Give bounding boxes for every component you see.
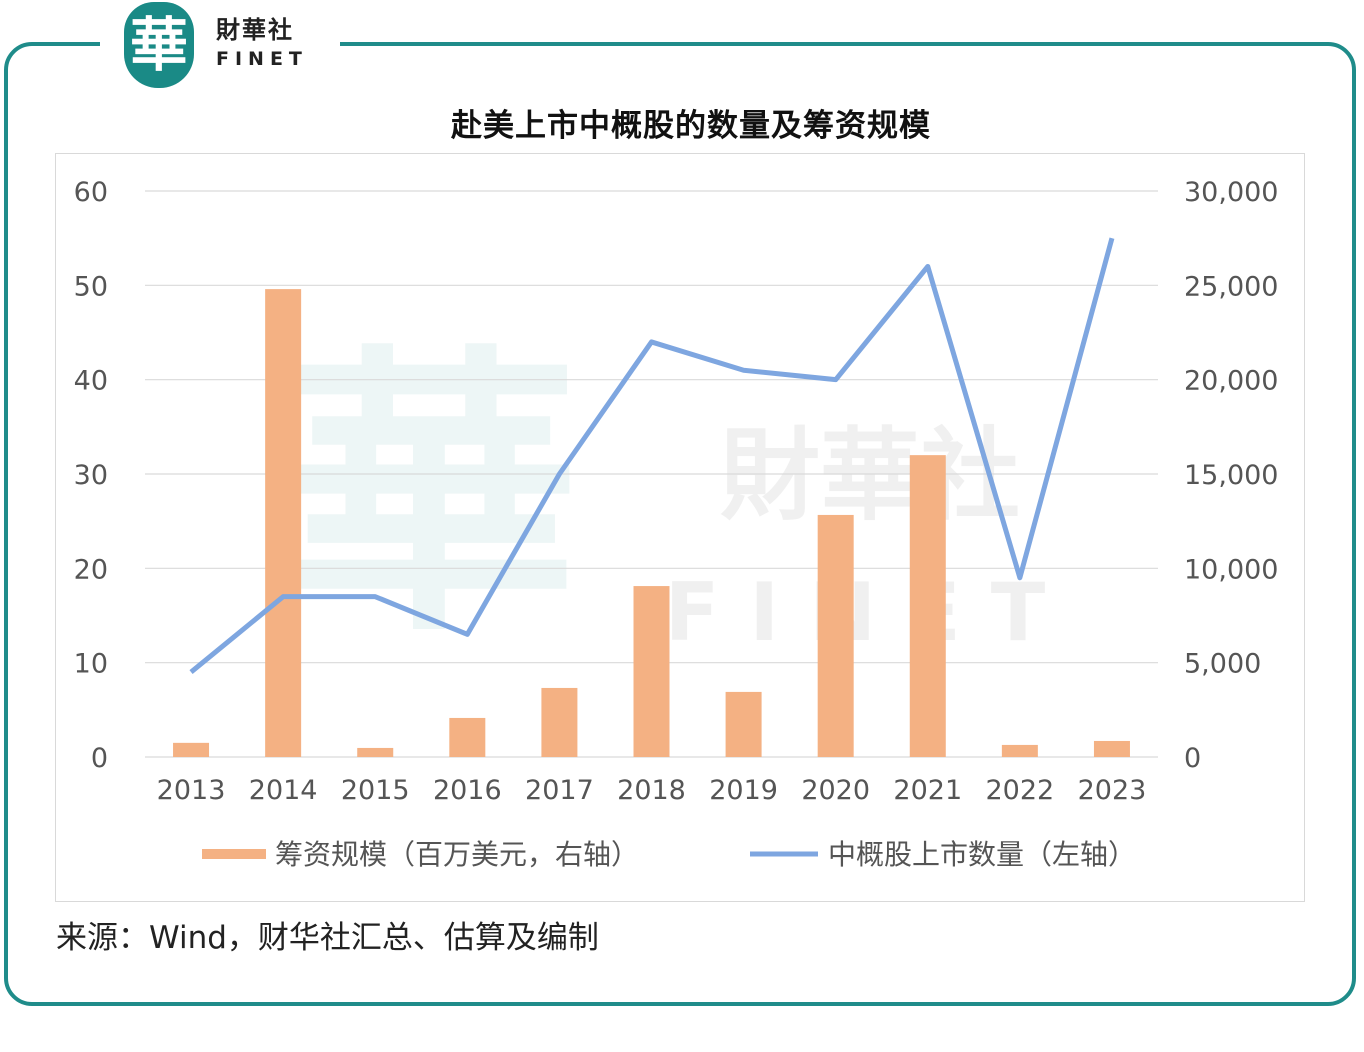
bar-2021 [909,455,946,757]
right-tick-label: 30,000 [1184,177,1278,208]
chart-title: 赴美上市中概股的数量及筹资规模 [451,108,931,144]
bar-2013 [173,742,210,757]
left-tick-label: 0 [91,743,108,774]
left-tick-label: 20 [74,554,108,585]
left-tick-label: 10 [74,649,108,680]
watermark-cn: 財華社 [720,417,1020,534]
x-tick-label: 2016 [433,775,502,806]
x-tick-label: 2015 [341,775,410,806]
x-tick-label: 2017 [525,775,594,806]
x-tick-label: 2021 [893,775,962,806]
logo-text-en: FINET [216,48,308,70]
bar-2018 [633,586,670,757]
watermark-mark: 華 [280,318,580,671]
bar-2023 [1093,740,1130,757]
right-tick-label: 0 [1184,743,1201,774]
left-tick-label: 60 [74,177,108,208]
bar-2014 [265,289,302,757]
watermark-en: FINET [665,566,1076,659]
logo-mark: 華 [124,2,194,88]
bar-2020 [817,514,854,757]
source-note: 来源：Wind，财华社汇总、估算及编制 [56,920,599,956]
legend-label-bar: 筹资规模（百万美元，右轴） [275,838,639,871]
right-tick-label: 5,000 [1184,649,1261,680]
x-tick-label: 2023 [1078,775,1147,806]
bar-2019 [725,691,762,757]
x-tick-label: 2014 [249,775,318,806]
x-tick-label: 2018 [617,775,686,806]
frame-border [4,42,1356,1006]
legend-label-line: 中概股上市数量（左轴） [828,838,1136,871]
left-tick-label: 50 [74,271,108,302]
x-tick-label: 2019 [709,775,778,806]
bar-2016 [449,717,486,757]
right-tick-label: 15,000 [1184,460,1278,491]
x-tick-label: 2022 [986,775,1055,806]
right-tick-label: 20,000 [1184,366,1278,397]
right-tick-label: 25,000 [1184,271,1278,302]
left-tick-label: 30 [74,460,108,491]
bar-2017 [541,687,578,757]
right-tick-label: 10,000 [1184,554,1278,585]
chart-box [55,153,1305,902]
bar-2022 [1001,744,1038,757]
x-tick-label: 2013 [157,775,226,806]
bar-2015 [357,747,394,757]
logo-text-cn: 財華社 [216,16,294,44]
left-tick-label: 40 [74,366,108,397]
x-tick-label: 2020 [801,775,870,806]
legend-swatch-bar [202,849,266,859]
